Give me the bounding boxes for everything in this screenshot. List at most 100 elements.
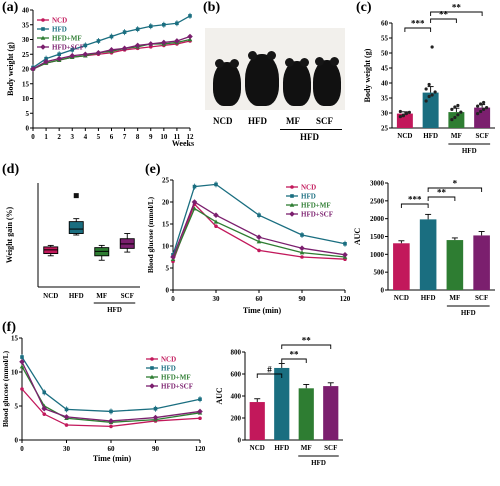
chart-a-xtick-label-9: 9: [149, 133, 153, 141]
chart-c-ytick-label-6: 55: [381, 35, 389, 43]
mice-photo: [205, 28, 345, 110]
chart-c-ytick-label-3: 40: [381, 80, 389, 88]
chart-e-auc-ytick-label-1: 500: [374, 269, 385, 277]
chart-f-auc-xtick-label-0: NCD: [250, 444, 265, 452]
chart-f-auc-ytick-label-1: 200: [231, 415, 242, 423]
chart-c-sig-bracket-2: [430, 11, 483, 16]
chart-f-ytick-label-2: 10: [11, 369, 19, 377]
chart-c-sig-bracket-1: [430, 18, 457, 23]
chart-e-ytick-label-2: 10: [162, 243, 170, 251]
chart-e-ytick-label-4: 20: [162, 199, 170, 207]
chart-e-point-2-4: [299, 250, 305, 255]
chart-a-legend-marker-3: [40, 44, 46, 50]
chart-a-ytick-label-0: 0: [26, 125, 30, 133]
chart-e-ytick-label-1: 5: [166, 265, 170, 273]
chart-f-legend-label-1: HFD: [161, 365, 176, 373]
chart-e-auc-bar-scf: [473, 235, 490, 290]
chart-e-point-0-4: [300, 255, 304, 259]
chart-f-point-1-3: [109, 409, 113, 414]
chart-f-series-ncd-line: [21, 388, 201, 428]
chart-a-point-1-6: [109, 34, 114, 39]
chart-e-auc-sig-label-0: ***: [408, 195, 422, 205]
chart-c-dot-1-1: [427, 94, 431, 99]
chart-c-dot-1-3: [433, 90, 437, 94]
chart-a-ytick-label-2: 10: [22, 95, 30, 103]
chart-c-xtick-label-3: SCF: [476, 132, 489, 140]
chart-c-dot-3-5: [479, 102, 483, 106]
photo-label-scf: SCF: [316, 116, 334, 126]
chart-f-ytick-label-3: 15: [11, 335, 19, 343]
chart-e-auc-ytick-label-0: 0: [381, 287, 385, 295]
chart-a-point-3-4: [82, 51, 89, 58]
chart-c-sig-label-1: **: [439, 10, 449, 20]
chart-a-point-1-9: [148, 24, 153, 29]
chart-f-legend-marker-3: [149, 383, 155, 389]
chart-f-auc-sig-bracket-1: [281, 358, 307, 363]
chart-c-dot-0-5: [401, 114, 405, 118]
chart-e-auc-sig-label-1: **: [437, 188, 447, 198]
chart-e-auc-sig-label-2: *: [453, 179, 458, 189]
chart-a-legend-label-3: HFD+SCF: [52, 44, 84, 52]
chart-f-point-3-2: [63, 414, 70, 420]
chart-e-legend-label-3: HFD+SCF: [301, 211, 333, 219]
chart-a-point-1-8: [135, 27, 140, 31]
chart-f-legend-label-0: NCD: [161, 356, 176, 364]
chart-a-xtick-label-0: 0: [31, 133, 35, 141]
chart-a-xlabel: Weeks: [172, 139, 194, 148]
chart-e-auc-xtick-label-0: NCD: [394, 294, 409, 302]
chart-f-auc-ytick-label-4: 800: [231, 349, 242, 357]
chart-e-legend-marker-3: [289, 211, 295, 217]
chart-c-dot-2-5: [453, 105, 457, 109]
chart-a-legend-label-2: HFD+MF: [52, 35, 82, 43]
chart-e-auc-ytick-label-3: 1500: [370, 233, 385, 241]
chart-a-xtick-label-4: 4: [84, 133, 88, 141]
chart-a-legend-label-0: NCD: [52, 17, 67, 25]
chart-a-ytick-label-7: 35: [22, 21, 30, 29]
chart-f-xtick-label-4: 120: [195, 445, 206, 453]
chart-f-auc-sig-label-2: **: [302, 336, 312, 346]
panel-label-e: (e): [145, 162, 161, 177]
photo-label-mf: MF: [286, 116, 300, 126]
chart-e-legend-marker-0: [290, 185, 294, 189]
chart-f-auc-bar-ncd: [249, 402, 265, 440]
chart-a-ytick-label-1: 5: [26, 110, 30, 118]
chart-e-point-3-5: [342, 252, 348, 258]
chart-a-point-1-11: [175, 21, 179, 26]
chart-c-dot-1-0: [424, 99, 428, 103]
chart-f-auc-ytick-label-0: 0: [238, 437, 242, 445]
chart-a-point-3-10: [161, 39, 167, 46]
chart-f-legend-label-3: HFD+SCF: [161, 383, 193, 391]
chart-a-legend-marker-2: [40, 35, 46, 40]
chart-f-xtick-label-2: 60: [108, 445, 116, 453]
chart-c-bar-mf: [448, 112, 465, 128]
chart-f-point-0-1: [42, 412, 47, 416]
chart-c-dot-1-4: [424, 87, 428, 91]
chart-f-auc-sig-bracket-2: [281, 344, 332, 349]
chart-c-dot-1-6: [430, 45, 434, 49]
chart-f-auc-xtick-label-3: SCF: [324, 444, 337, 452]
chart-f-auc-xtick-label-2: MF: [301, 444, 312, 452]
chart-e-ytick-label-3: 15: [162, 221, 170, 229]
chart-f-xtick-label-1: 30: [63, 445, 71, 453]
chart-c-ylabel: Body weight (g): [363, 48, 372, 102]
chart-c-dot-2-6: [456, 103, 460, 108]
chart-e-point-3-0: [170, 254, 176, 260]
chart-f-auc-sig-bracket-0: [256, 373, 283, 378]
chart-a-legend-marker-0: [41, 18, 45, 22]
chart-a-ytick-label-3: 15: [22, 80, 30, 88]
chart-f-xtick-label-0: 0: [20, 445, 24, 453]
chart-d-ylabel: Weight gain (%): [5, 206, 14, 263]
chart-f-ylabel: Blood glucose (mmol/L): [1, 350, 10, 427]
chart-e-auc-xtick-label-2: MF: [449, 294, 460, 302]
chart-c-dot-2-0: [450, 118, 454, 122]
chart-a-xtick-label-5: 5: [97, 133, 101, 141]
chart-f-point-3-4: [152, 414, 159, 421]
chart-e-auc-sig-bracket-1: [427, 196, 456, 201]
chart-c-bar-scf: [474, 107, 491, 128]
chart-c-dot-0-6: [404, 111, 408, 115]
photo-label-hfd: HFD: [248, 116, 267, 126]
chart-e-legend-label-2: HFD+MF: [301, 202, 331, 210]
chart-d-xtick-label-0: NCD: [43, 292, 58, 300]
chart-e-xtick-label-3: 90: [299, 295, 307, 303]
chart-a-point-3-12: [187, 33, 193, 40]
